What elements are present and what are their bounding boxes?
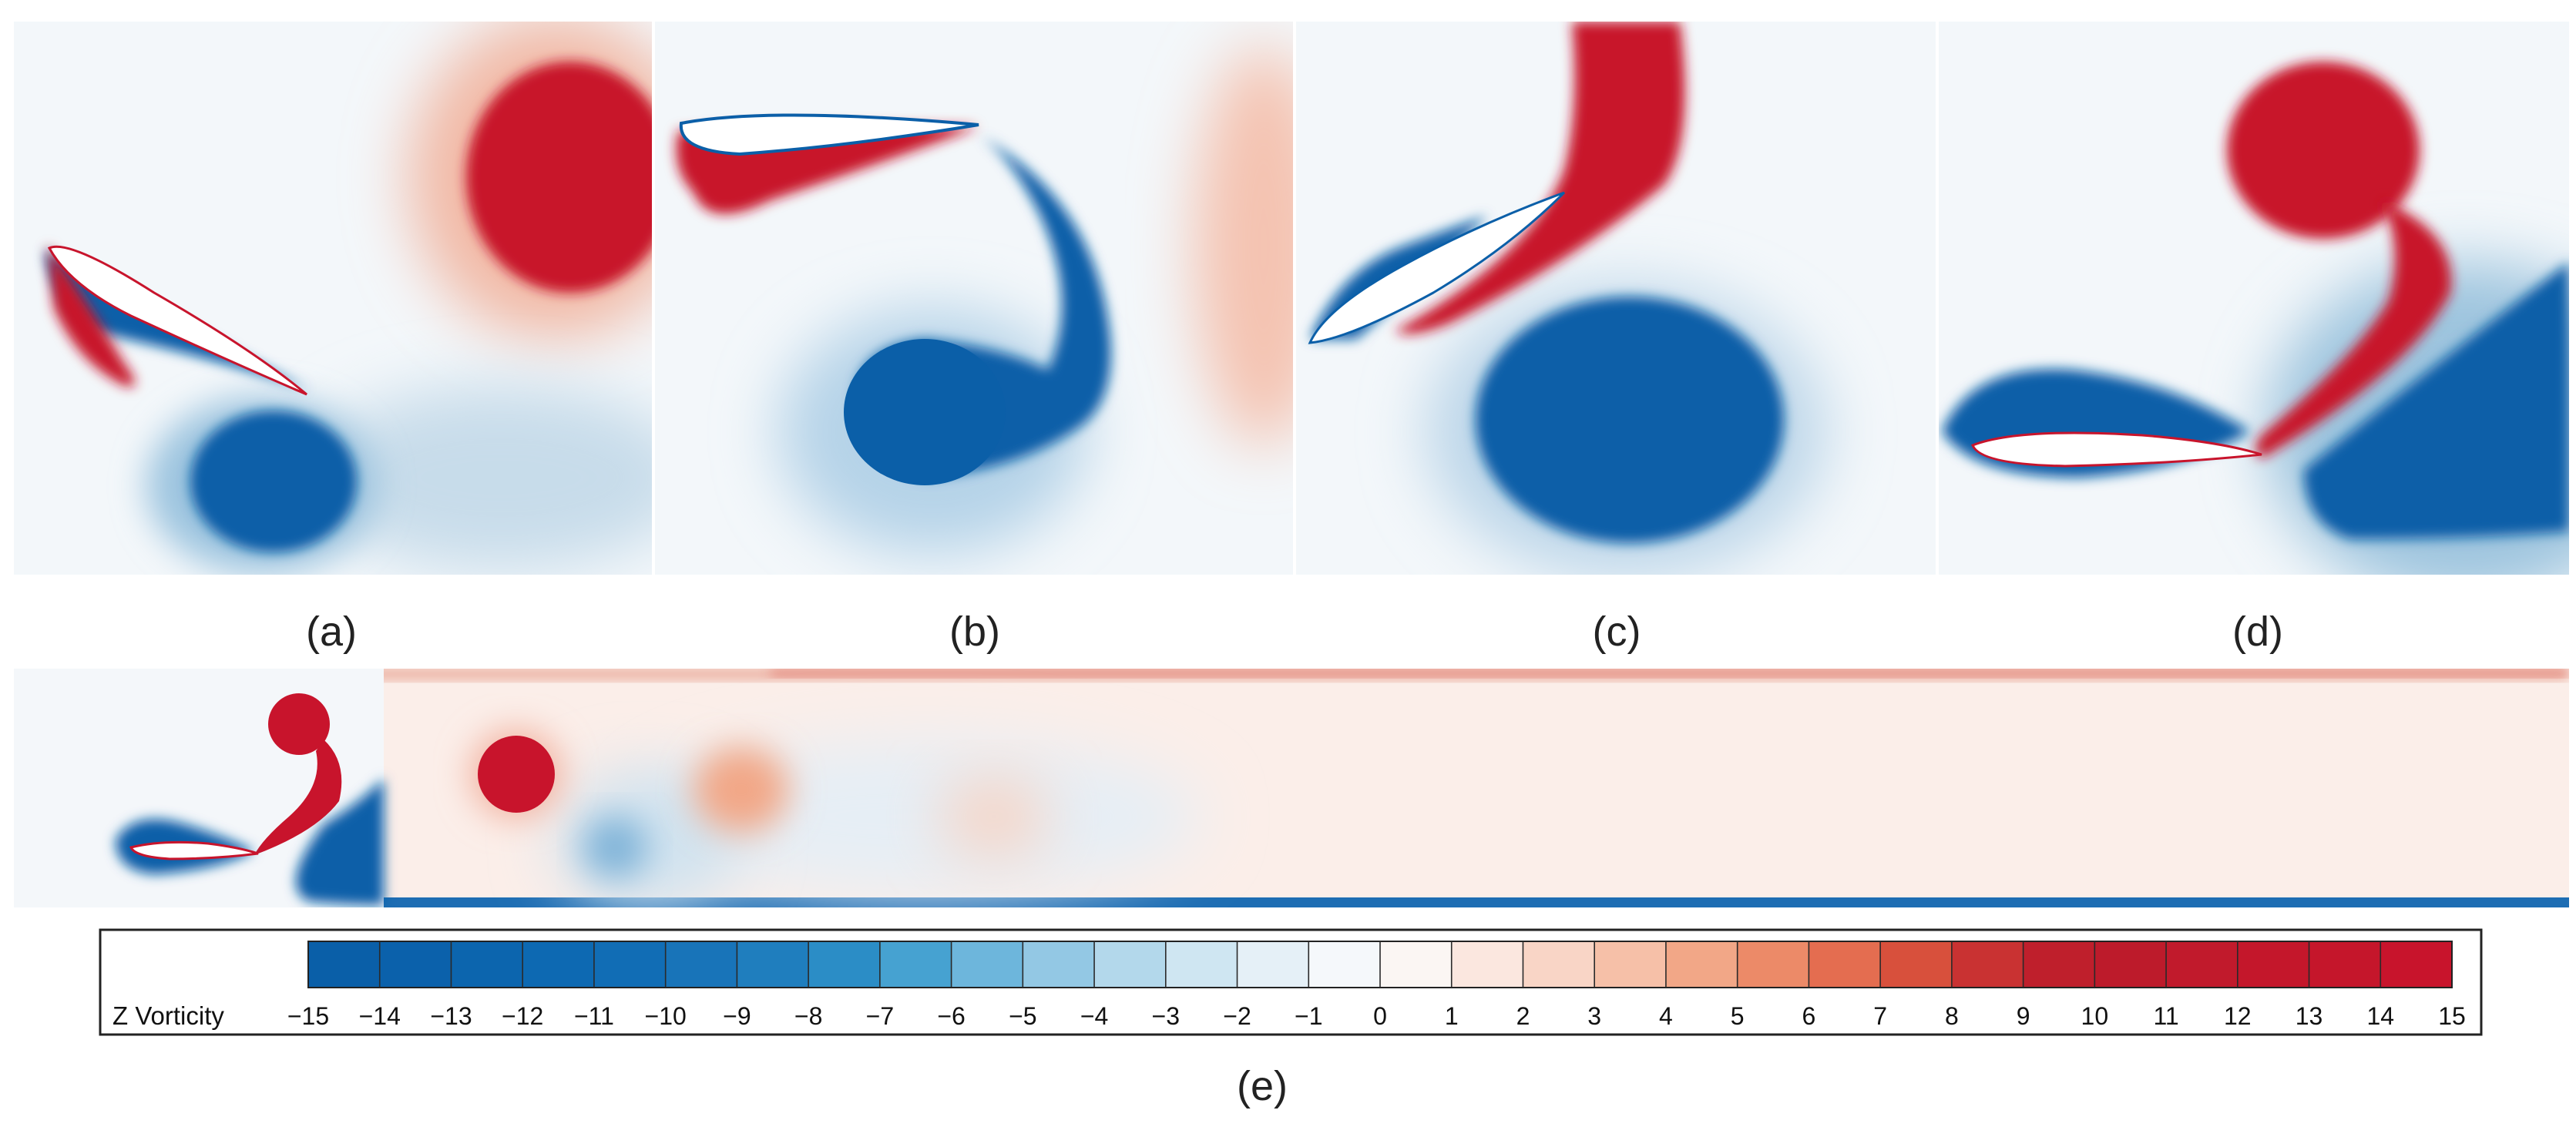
panel-d-label: (d) bbox=[2232, 609, 2283, 655]
colorbar-cell bbox=[1023, 941, 1095, 988]
colorbar-cell bbox=[379, 941, 452, 988]
colorbar-cell bbox=[1094, 941, 1167, 988]
colorbar-cell bbox=[1523, 941, 1595, 988]
colorbar-tick-label: 15 bbox=[2438, 1002, 2466, 1030]
colorbar-tick-label: 6 bbox=[1802, 1002, 1816, 1030]
colorbar-cell bbox=[2023, 941, 2095, 988]
colorbar-tick-label: −8 bbox=[794, 1002, 822, 1030]
colorbar-tick-label: −4 bbox=[1080, 1002, 1108, 1030]
panel-a-label: (a) bbox=[306, 609, 357, 655]
colorbar-tick-label: −15 bbox=[287, 1002, 329, 1030]
colorbar-tick-label: 0 bbox=[1373, 1002, 1387, 1030]
colorbar-cell bbox=[737, 941, 809, 988]
colorbar-tick-label: −10 bbox=[645, 1002, 687, 1030]
colorbar-ticks: −15 −14 −13 −12 −11 −10 −9 −8 −7 −6 −5 −4 −3 −2 −1 0 1 2 3… bbox=[287, 1002, 2466, 1030]
colorbar-tick-label: 7 bbox=[1873, 1002, 1887, 1030]
colorbar-tick-label: 3 bbox=[1587, 1002, 1601, 1030]
colorbar-cell bbox=[2380, 941, 2453, 988]
colorbar-cell bbox=[1165, 941, 1238, 988]
panel-e-wake bbox=[14, 669, 2569, 907]
colorbar-cells bbox=[307, 941, 2453, 988]
colorbar-cell bbox=[1451, 941, 1524, 988]
colorbar-cell bbox=[593, 941, 667, 988]
panel-b bbox=[655, 22, 1293, 575]
colorbar-cell bbox=[1737, 941, 1809, 988]
colorbar-cell bbox=[1237, 941, 1309, 988]
colorbar-tick-label: −5 bbox=[1009, 1002, 1036, 1030]
colorbar-tick-label: 11 bbox=[2153, 1002, 2178, 1030]
colorbar-tick-label: −6 bbox=[937, 1002, 965, 1030]
colorbar-tick-label: 4 bbox=[1659, 1002, 1673, 1030]
colorbar-tick-label: 14 bbox=[2366, 1002, 2394, 1030]
colorbar-cell bbox=[2309, 941, 2381, 988]
colorbar-tick-label: 9 bbox=[2017, 1002, 2030, 1030]
colorbar-cell bbox=[308, 941, 381, 988]
colorbar-cell bbox=[951, 941, 1023, 988]
panel-e-label: (e) bbox=[1237, 1063, 1288, 1109]
colorbar-cell bbox=[522, 941, 595, 988]
colorbar-title: Z Vorticity bbox=[113, 1001, 224, 1030]
colorbar-tick-label: 12 bbox=[2224, 1002, 2252, 1030]
panel-d bbox=[1939, 22, 2569, 575]
colorbar-cell bbox=[1308, 941, 1381, 988]
colorbar-tick-label: 8 bbox=[1945, 1002, 1959, 1030]
colorbar-tick-label: −3 bbox=[1152, 1002, 1180, 1030]
colorbar-tick-label: 2 bbox=[1516, 1002, 1530, 1030]
colorbar-cell bbox=[808, 941, 881, 988]
colorbar-tick-label: −12 bbox=[502, 1002, 543, 1030]
colorbar-tick-label: −13 bbox=[430, 1002, 472, 1030]
colorbar-tick-label: −2 bbox=[1223, 1002, 1251, 1030]
colorbar-cell bbox=[451, 941, 523, 988]
panel-c bbox=[1296, 22, 1936, 575]
colorbar-cell bbox=[879, 941, 952, 988]
panel-a bbox=[14, 22, 652, 575]
colorbar-tick-label: 5 bbox=[1731, 1002, 1745, 1030]
colorbar-tick-label: −11 bbox=[574, 1002, 614, 1030]
colorbar-tick-label: −14 bbox=[359, 1002, 401, 1030]
colorbar-cell bbox=[665, 941, 737, 988]
colorbar-tick-label: 13 bbox=[2296, 1002, 2323, 1030]
colorbar-cell bbox=[2094, 941, 2167, 988]
colorbar-tick-label: −1 bbox=[1295, 1002, 1322, 1030]
panel-c-label: (c) bbox=[1593, 609, 1641, 655]
colorbar-cell bbox=[1665, 941, 1738, 988]
panel-b-label: (b) bbox=[949, 609, 1000, 655]
colorbar-cell bbox=[1380, 941, 1453, 988]
colorbar-cell bbox=[1809, 941, 1881, 988]
colorbar: Z Vorticity −15 −14 −13 −12 −11 −10 −9 −8 −7 −6 −5… bbox=[99, 928, 2483, 1036]
colorbar-tick-label: 1 bbox=[1445, 1002, 1459, 1030]
colorbar-cell bbox=[1951, 941, 2024, 988]
colorbar-cell bbox=[2237, 941, 2310, 988]
colorbar-tick-label: 10 bbox=[2081, 1002, 2109, 1030]
colorbar-cell bbox=[2166, 941, 2238, 988]
colorbar-cell bbox=[1594, 941, 1667, 988]
colorbar-tick-label: −9 bbox=[723, 1002, 751, 1030]
colorbar-cell bbox=[1880, 941, 1953, 988]
colorbar-tick-label: −7 bbox=[866, 1002, 894, 1030]
